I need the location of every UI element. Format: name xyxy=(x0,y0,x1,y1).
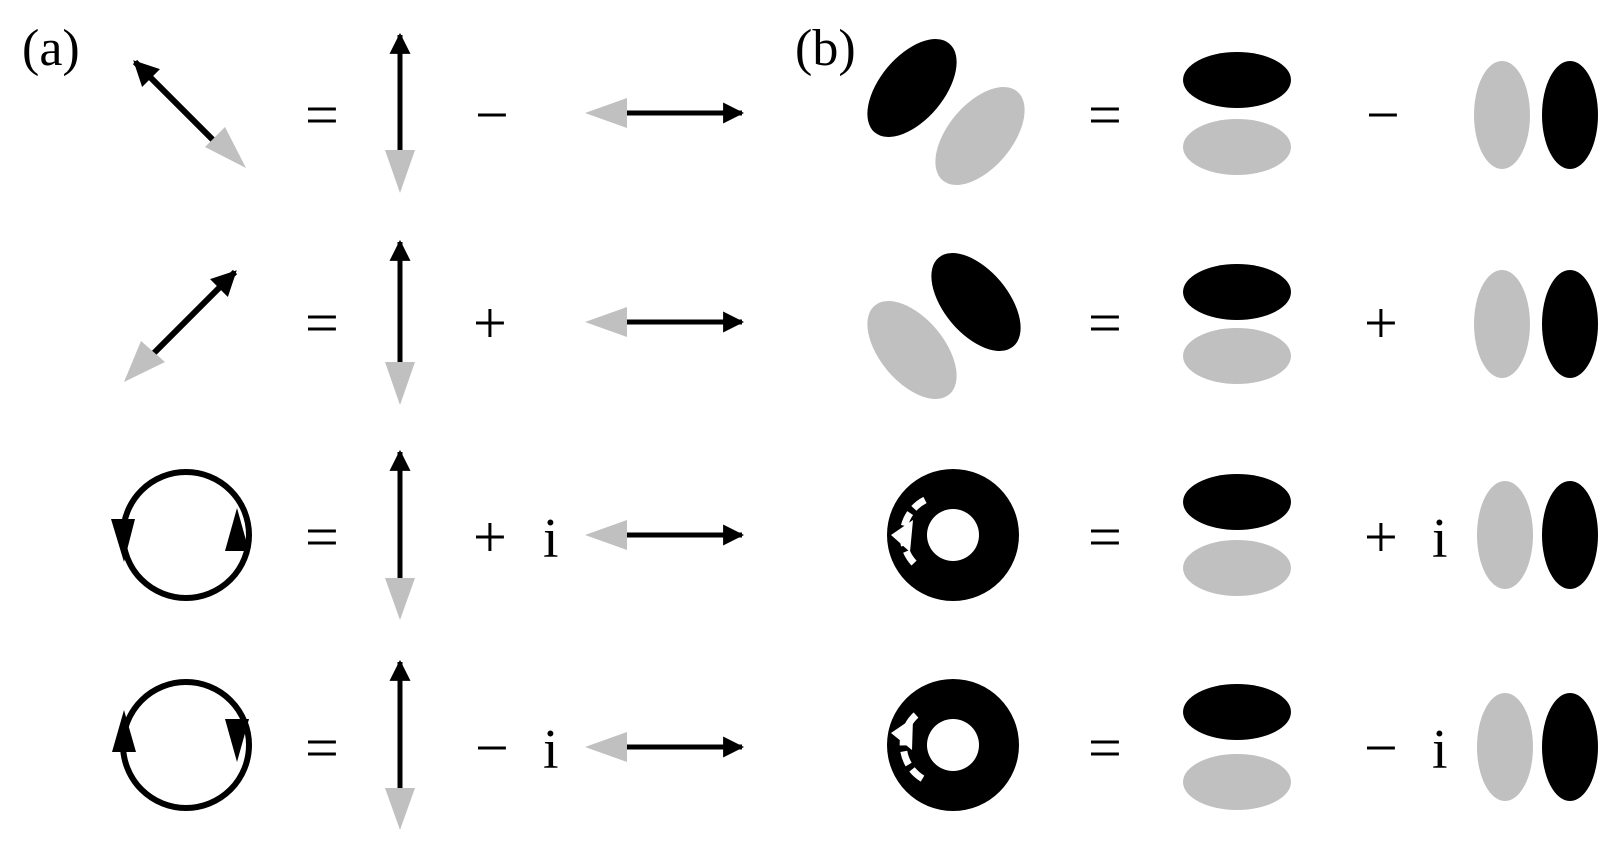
equals-sign: = xyxy=(1088,290,1122,356)
equals-sign: = xyxy=(1088,715,1122,781)
row-3: = + i = + i xyxy=(111,449,1598,620)
operator-sign: − xyxy=(475,82,509,148)
vertical-orbital-lobes xyxy=(1183,474,1291,596)
operator-sign: + xyxy=(473,504,507,570)
operator-sign: + xyxy=(473,290,507,356)
vertical-polarization-arrow xyxy=(385,449,415,620)
panel-b-label: (b) xyxy=(795,20,856,77)
imaginary-unit: i xyxy=(543,719,559,781)
diagonal-polarization-arrow xyxy=(124,269,238,382)
equals-sign: = xyxy=(1088,82,1122,148)
antidiagonal-orbital-lobes xyxy=(867,39,1025,185)
equals-sign: = xyxy=(305,504,339,570)
horizontal-polarization-arrow xyxy=(585,307,745,337)
imaginary-unit: i xyxy=(543,508,559,570)
equals-sign: = xyxy=(305,82,339,148)
row-2: = + = + xyxy=(124,239,1598,405)
horizontal-orbital-lobes xyxy=(1474,61,1598,169)
vertical-polarization-arrow xyxy=(385,32,415,193)
horizontal-orbital-lobes xyxy=(1474,270,1598,378)
diagonal-orbital-lobes xyxy=(867,253,1021,399)
horizontal-polarization-arrow xyxy=(585,732,745,762)
antidiagonal-polarization-arrow xyxy=(132,59,246,168)
equals-sign: = xyxy=(1088,504,1122,570)
equals-sign: = xyxy=(305,290,339,356)
horizontal-orbital-lobes xyxy=(1477,481,1598,589)
vertical-polarization-arrow xyxy=(385,239,415,405)
vertical-orbital-lobes xyxy=(1183,684,1291,810)
operator-sign: + xyxy=(1364,504,1398,570)
imaginary-unit: i xyxy=(1432,508,1448,570)
row-1: = − = − xyxy=(132,32,1598,193)
row-4: = − i = − i xyxy=(112,659,1598,830)
circular-polarization-clockwise xyxy=(112,679,252,811)
circular-polarization-counterclockwise xyxy=(111,469,252,601)
panel-a-label: (a) xyxy=(22,20,80,77)
vertical-orbital-lobes xyxy=(1183,52,1291,175)
horizontal-orbital-lobes xyxy=(1477,693,1598,801)
operator-sign: + xyxy=(1364,290,1398,356)
operator-sign: − xyxy=(475,715,509,781)
vertical-orbital-lobes xyxy=(1183,264,1291,384)
operator-sign: − xyxy=(1366,82,1400,148)
imaginary-unit: i xyxy=(1432,719,1448,781)
operator-sign: − xyxy=(1364,715,1398,781)
horizontal-polarization-arrow xyxy=(585,520,745,550)
vertical-polarization-arrow xyxy=(385,659,415,830)
horizontal-polarization-arrow xyxy=(585,98,745,128)
ring-orbital-counterclockwise xyxy=(887,469,1019,601)
ring-orbital-clockwise xyxy=(887,679,1019,811)
equals-sign: = xyxy=(305,715,339,781)
